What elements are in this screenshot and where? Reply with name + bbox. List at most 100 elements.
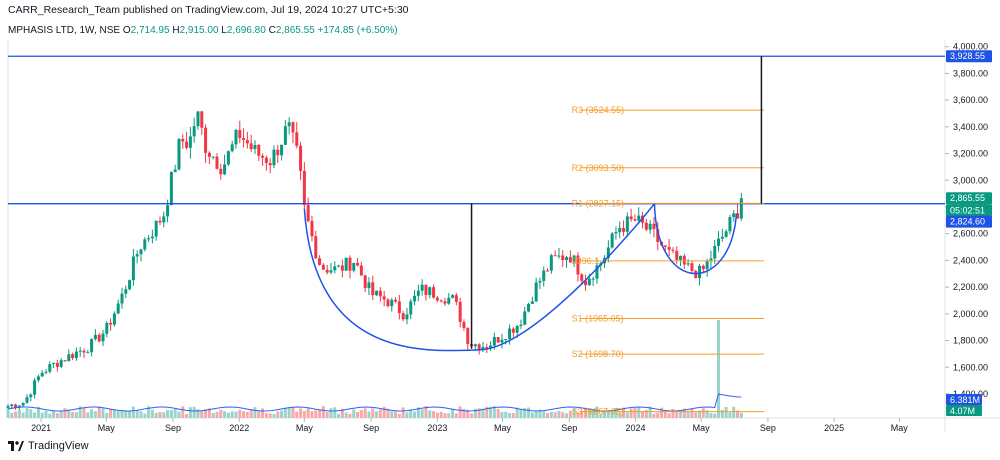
volume-bar [211, 413, 215, 418]
candle-body [36, 376, 40, 381]
volume-bar [382, 406, 386, 418]
price-tag-label: 05:02:51 [950, 205, 985, 215]
volume-bar [701, 408, 705, 418]
volume-bar [325, 412, 329, 418]
candle-body [310, 220, 314, 237]
volume-bar [648, 406, 652, 418]
volume-bar [553, 412, 557, 418]
volume-bar [584, 407, 588, 418]
y-tick-label: 3,000.00 [953, 175, 988, 185]
volume-bar [344, 412, 348, 418]
volume-bar [17, 409, 21, 418]
volume-bar [363, 408, 367, 418]
candle-body [348, 257, 352, 271]
volume-bar [606, 411, 610, 418]
candle-body [287, 122, 291, 127]
volume-bar [215, 411, 219, 418]
candle-body [622, 227, 626, 232]
volume-bar [686, 412, 690, 418]
volume-bar [302, 410, 306, 418]
y-tick-label: 2,200.00 [953, 282, 988, 292]
x-tick-label: Sep [165, 423, 181, 433]
volume-bar [496, 408, 500, 418]
candle-body [40, 372, 44, 377]
volume-bar [173, 409, 177, 418]
candle-body [219, 168, 223, 175]
candle-body [394, 299, 398, 302]
candle-body [530, 301, 534, 304]
cup-curve [303, 203, 656, 352]
y-tick-label: 4,000.00 [953, 42, 988, 52]
volume-bar [36, 406, 40, 418]
candle-body [86, 352, 90, 354]
volume-bar [394, 411, 398, 418]
candle-body [29, 394, 33, 398]
x-tick-label: 2024 [625, 423, 645, 433]
candle-body [698, 265, 702, 279]
candle-body [55, 362, 59, 367]
candle-body [451, 295, 455, 298]
y-tick-label: 3,800.00 [953, 68, 988, 78]
candle-body [116, 303, 120, 314]
volume-bar [356, 411, 360, 418]
candle-body [48, 364, 52, 372]
volume-bar [439, 411, 443, 418]
candle-body [633, 219, 637, 221]
volume-bar [736, 410, 740, 418]
publisher-note: CARR_Research_Team published on TradingV… [8, 4, 409, 16]
volume-bar [333, 407, 337, 418]
volume-bar [591, 408, 595, 418]
volume-bar [185, 413, 189, 418]
volume-bar [378, 409, 382, 418]
candle-body [257, 144, 261, 156]
candle-body [147, 238, 151, 240]
candle-body [264, 157, 268, 164]
volume-bar [128, 410, 132, 418]
candle-body [625, 216, 629, 232]
candle-body [424, 284, 428, 295]
candle-body [428, 287, 432, 295]
volume-bar [238, 409, 242, 418]
candle-body [14, 404, 18, 408]
candle-body [397, 301, 401, 314]
volume-bar [428, 410, 432, 418]
pivot-level-label: R1 (2827.15) [572, 198, 625, 208]
volume-bar [25, 408, 29, 418]
volume-bar [462, 408, 466, 418]
volume-bar [405, 412, 409, 418]
candle-body [648, 223, 652, 230]
volume-bar [321, 406, 325, 418]
x-tick-label: 2025 [824, 423, 844, 433]
volume-bar [466, 409, 470, 418]
volume-bar [413, 411, 417, 418]
volume-bar [74, 412, 78, 418]
volume-bar [101, 408, 105, 418]
symbol-label: MPHASIS LTD, 1W, NSE [8, 25, 121, 36]
volume-bar [667, 413, 671, 418]
change-value: +174.85 (+6.50%) [317, 25, 398, 36]
volume-bar [481, 408, 485, 418]
candle-body [413, 295, 417, 302]
volume-bar [352, 409, 356, 418]
volume-bar [97, 406, 101, 418]
candle-body [576, 255, 580, 275]
open-label: O [122, 25, 131, 36]
candle-body [371, 282, 375, 296]
candle-body [21, 402, 25, 406]
volume-bar [29, 409, 33, 418]
candle-body [736, 213, 740, 219]
volume-bar [599, 413, 603, 418]
candle-body [663, 245, 667, 247]
volume-bar [458, 406, 462, 418]
volume-bar [242, 411, 246, 418]
candle-body [481, 347, 485, 350]
volume-bar [207, 408, 211, 418]
volume-bar [204, 409, 208, 418]
volume-bar [264, 413, 268, 418]
candle-body [386, 299, 390, 307]
volume-bar [169, 410, 173, 418]
candle-body [557, 255, 561, 257]
price-tag [946, 192, 992, 205]
candle-body [329, 270, 333, 273]
